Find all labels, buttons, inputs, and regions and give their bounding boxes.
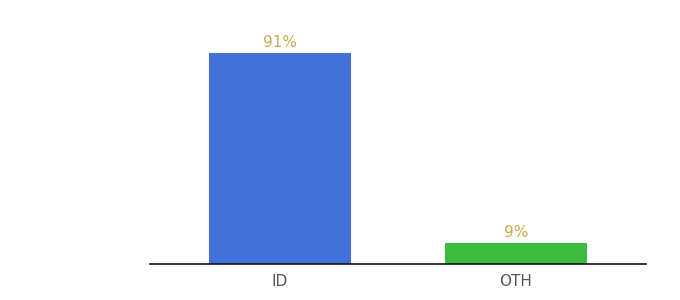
Bar [445,243,587,264]
Text: 91%: 91% [262,35,296,50]
Bar [209,53,350,264]
Text: 9%: 9% [504,225,528,240]
